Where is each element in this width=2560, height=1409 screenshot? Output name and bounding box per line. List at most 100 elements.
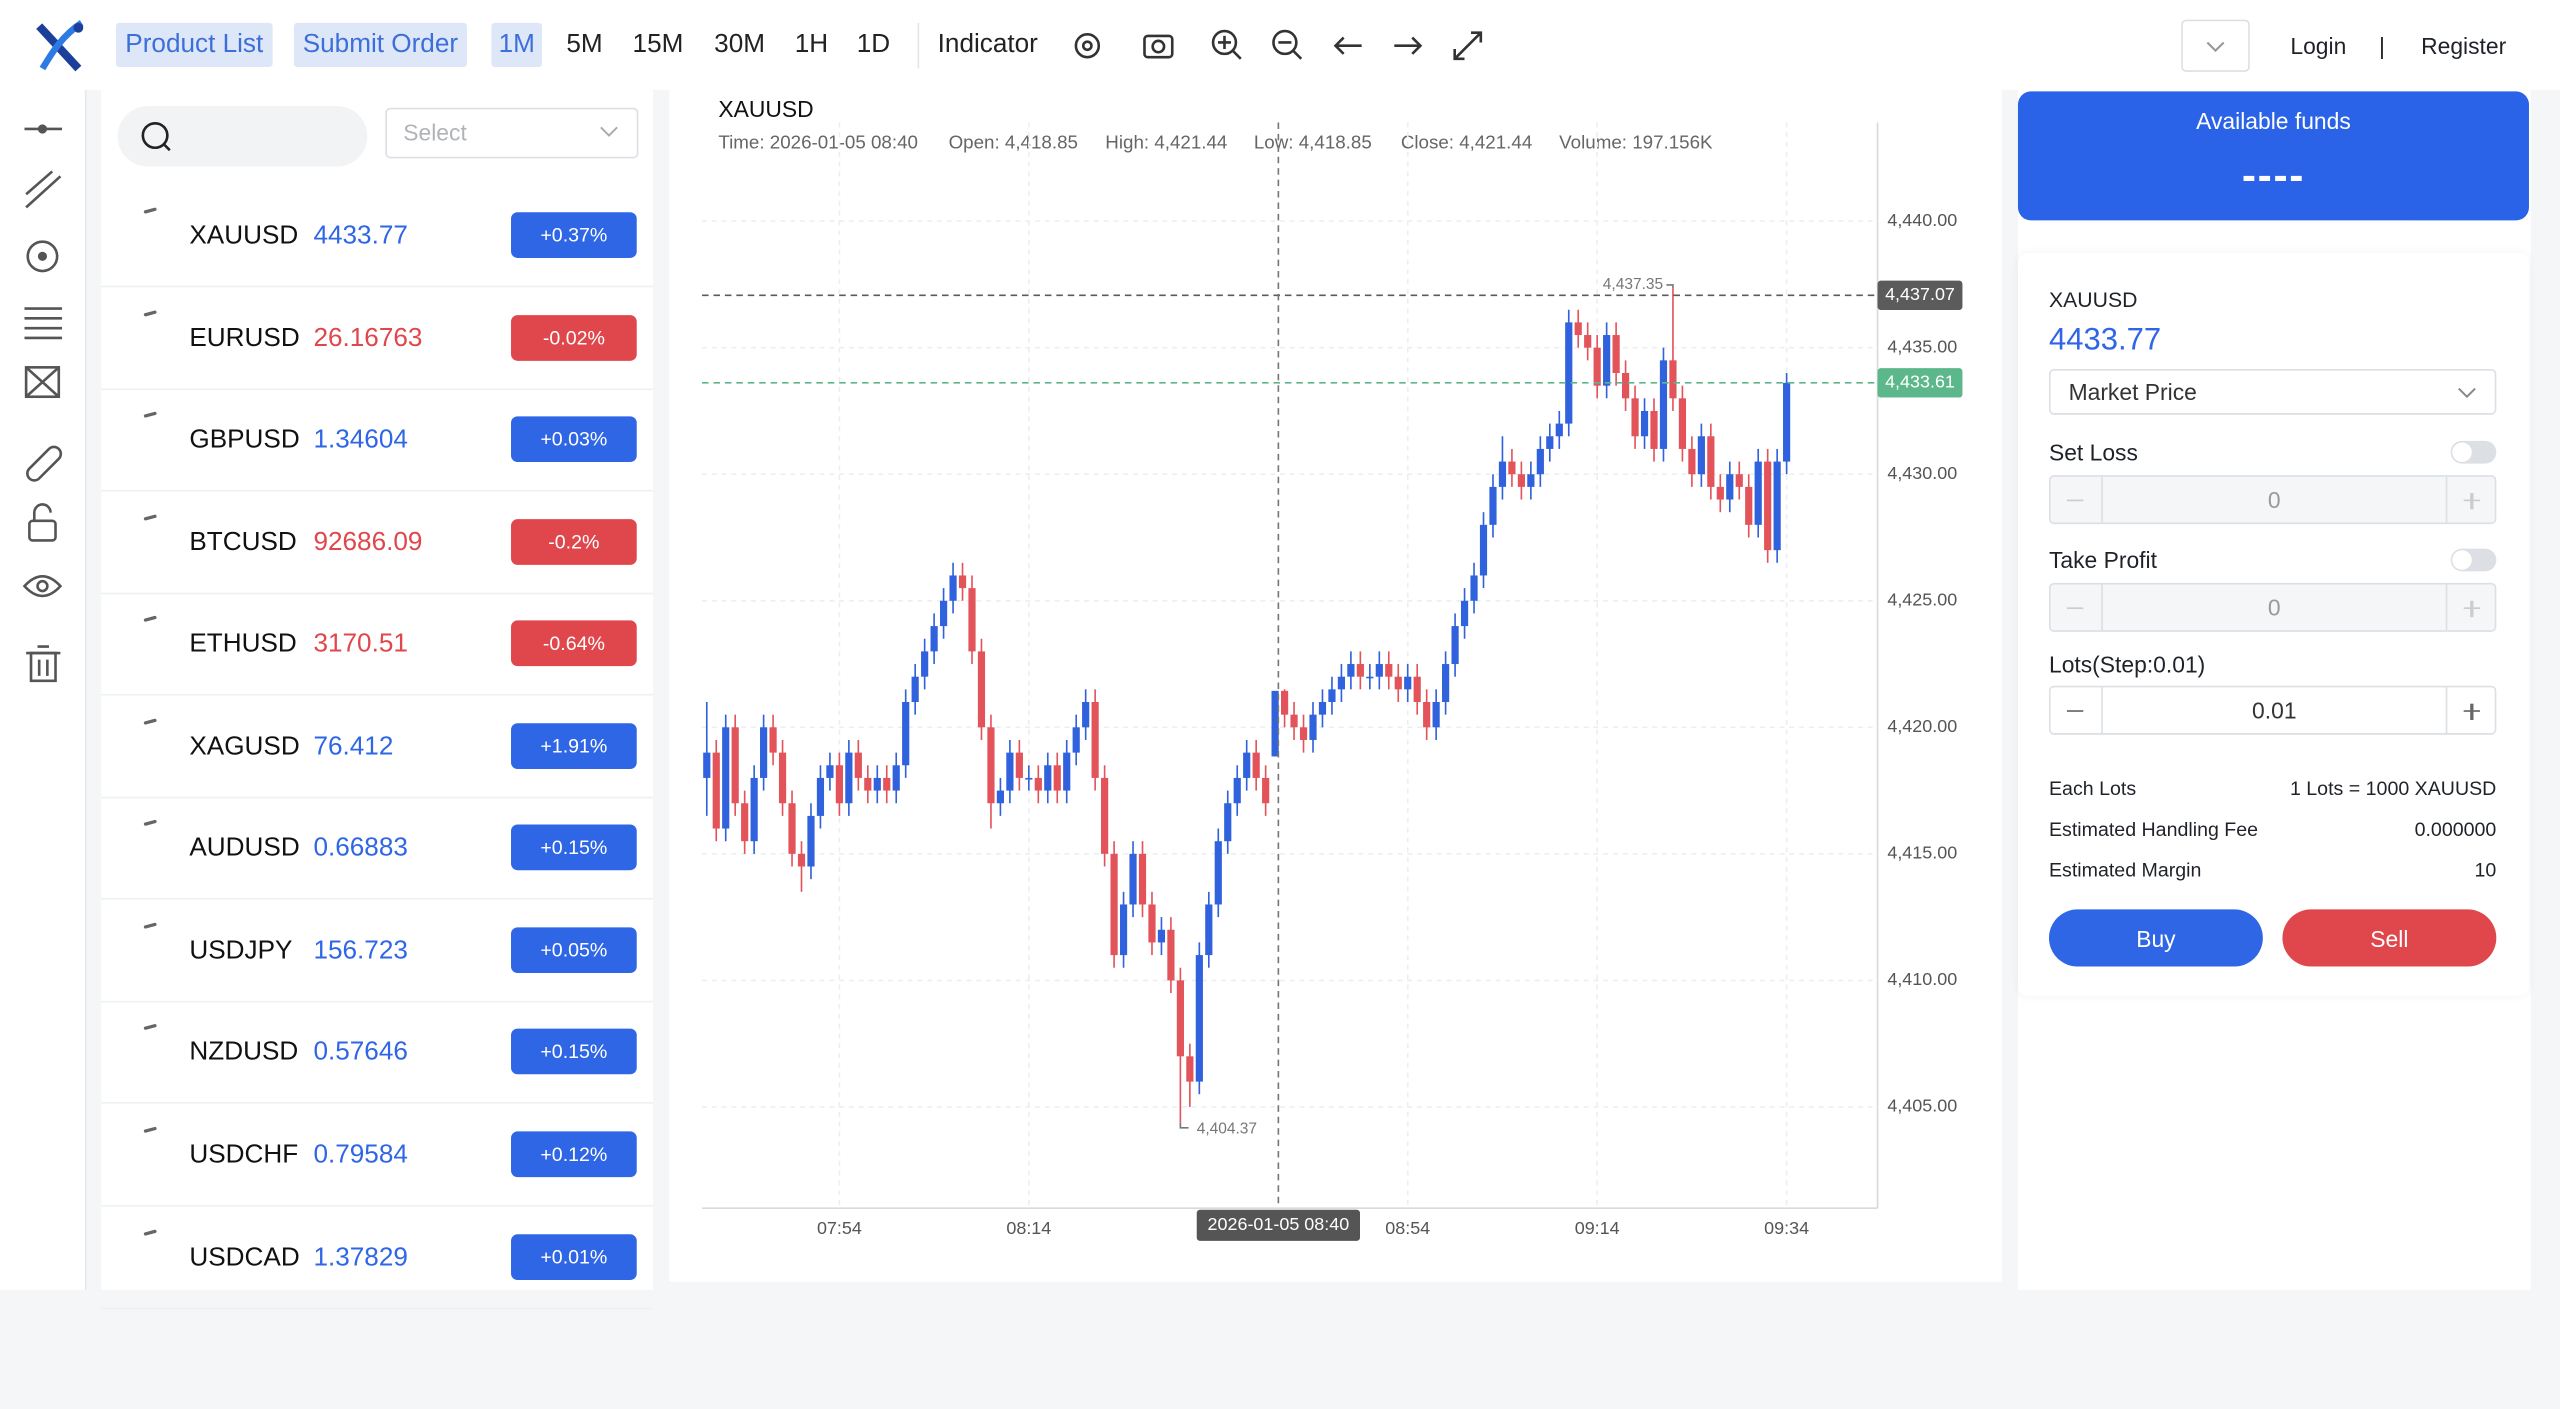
candle-body (797, 853, 806, 867)
change-badge[interactable]: -0.02% (511, 314, 637, 361)
tool-eye[interactable] (22, 575, 63, 598)
toggle[interactable] (2450, 440, 2497, 464)
product-row[interactable]: AUDUSD 0.66883 +0.15% (101, 799, 654, 901)
y-tick-label: 4,415.00 (1887, 843, 1957, 863)
toggle-knob (2452, 442, 2472, 463)
register-link[interactable]: Register (2421, 31, 2507, 58)
sell-button[interactable]: Sell (2282, 909, 2497, 967)
logo[interactable] (29, 16, 94, 75)
tool-trend[interactable] (25, 170, 62, 209)
buy-button[interactable]: Buy (2048, 909, 2263, 967)
product-panel (101, 89, 654, 1290)
product-row[interactable]: GBPUSD 1.34604 +0.03% (101, 390, 654, 492)
interval-button[interactable]: 1H (794, 30, 829, 58)
screenshot-icon[interactable] (1143, 34, 1174, 59)
candle-body (1053, 765, 1061, 791)
account-dropdown[interactable] (2181, 19, 2250, 72)
interval-button[interactable]: 5M (566, 30, 603, 58)
interval-button[interactable]: 30M (714, 30, 765, 58)
tool-magnet[interactable] (26, 445, 63, 482)
change-badge[interactable]: +0.05% (511, 927, 637, 973)
candle-body (1015, 752, 1023, 778)
tool-lock[interactable] (28, 503, 57, 542)
stepper[interactable]: 0.01 (2048, 685, 2497, 735)
change-badge[interactable]: +0.15% (511, 1029, 637, 1075)
interval-button[interactable]: 1D (856, 30, 891, 58)
stepper-value: 0.01 (2252, 697, 2297, 724)
change-badge[interactable]: +0.03% (511, 416, 637, 463)
stepper-value: 0 (2267, 594, 2281, 621)
candle-body (1252, 752, 1260, 778)
change-badge[interactable]: +0.15% (511, 824, 637, 871)
fullscreen-icon[interactable] (1453, 31, 1483, 61)
tool-pattern[interactable] (24, 366, 61, 399)
candle-body (1498, 461, 1507, 487)
product-row[interactable]: ETHUSD 3170.51 -0.64% (101, 595, 654, 696)
login-link[interactable]: Login (2290, 31, 2347, 58)
candle-body (1707, 436, 1715, 487)
product-row[interactable]: USDCAD 1.37829 +0.01% (101, 1207, 654, 1309)
candle-body (1546, 436, 1554, 449)
price-tag-label: 4,437.07 (1885, 284, 1955, 304)
settings-icon[interactable] (1074, 32, 1101, 59)
candle-body (1432, 702, 1440, 728)
product-symbol: EURUSD (189, 324, 300, 352)
product-price: 92686.09 (313, 528, 423, 557)
change-badge[interactable]: +0.12% (511, 1131, 637, 1178)
candle-body (750, 777, 758, 842)
nav-tab[interactable]: Submit Order (293, 22, 467, 67)
tooltip-text: Open: 4,418.85 (949, 132, 1078, 153)
change-badge[interactable]: -0.64% (511, 620, 637, 667)
zoom-out-icon[interactable] (1272, 29, 1303, 60)
candle-body (930, 626, 938, 652)
product-row[interactable]: USDCHF 0.79584 +0.12% (101, 1105, 654, 1207)
nav-tab[interactable]: Product List (115, 22, 273, 67)
interval-button[interactable]: 15M (632, 30, 684, 58)
chevron-path (2458, 387, 2476, 399)
left-icon[interactable] (1333, 36, 1362, 55)
product-row[interactable]: BTCUSD 92686.09 -0.2% (101, 492, 654, 594)
search-box[interactable] (117, 106, 368, 167)
candle-body (1508, 461, 1516, 475)
candle-body (1726, 474, 1734, 500)
product-icon (143, 1126, 157, 1133)
product-price: 3170.51 (313, 630, 408, 659)
product-price: 1.37829 (313, 1243, 408, 1272)
product-row[interactable]: EURUSD 26.16763 -0.02% (101, 288, 654, 390)
candle-body (1337, 676, 1346, 690)
stepper[interactable]: 0 (2048, 582, 2497, 632)
product-symbol: XAUUSD (189, 222, 299, 250)
interval-button[interactable]: 1M (491, 22, 543, 67)
change-badge[interactable]: +1.91% (511, 722, 637, 769)
change-badge[interactable]: +0.01% (511, 1233, 637, 1280)
right-icon[interactable] (1394, 36, 1423, 55)
select-box[interactable] (385, 107, 639, 159)
candle-body (1034, 777, 1042, 791)
candle-body (883, 777, 891, 791)
tool-trash[interactable] (26, 645, 61, 683)
tool-line[interactable] (24, 124, 63, 134)
stepper-minus-icon[interactable] (2066, 607, 2084, 610)
take-profit-label: Take Profit (2048, 546, 2157, 574)
tool-fib[interactable] (24, 307, 63, 340)
product-icon (143, 309, 157, 316)
stepper-minus (2101, 584, 2103, 631)
change-badge[interactable]: +0.37% (511, 212, 637, 258)
stepper-minus-icon[interactable] (2066, 710, 2084, 713)
product-row[interactable]: NZDUSD 0.57646 +0.15% (101, 1003, 654, 1105)
toggle[interactable] (2450, 548, 2497, 572)
indicator-button[interactable]: Indicator (937, 30, 1038, 58)
change-badge[interactable]: -0.2% (511, 518, 637, 565)
order-type-select[interactable]: Market Price (2048, 368, 2497, 415)
product-symbol: USDJPY (189, 936, 293, 965)
product-row[interactable]: XAUUSD 4433.77 +0.37% (101, 186, 654, 288)
stepper[interactable]: 0 (2048, 475, 2497, 525)
zoom-in-icon[interactable] (1211, 29, 1242, 60)
candle-body (1233, 777, 1241, 804)
high-label: 4,437.35 (1603, 276, 1663, 293)
tool-circle[interactable] (26, 240, 59, 273)
product-row[interactable]: USDJPY 156.723 +0.05% (101, 901, 654, 1003)
select-placeholder: Select (403, 119, 467, 146)
product-row[interactable]: XAGUSD 76.412 +1.91% (101, 697, 654, 798)
stepper-minus-icon[interactable] (2066, 499, 2084, 502)
